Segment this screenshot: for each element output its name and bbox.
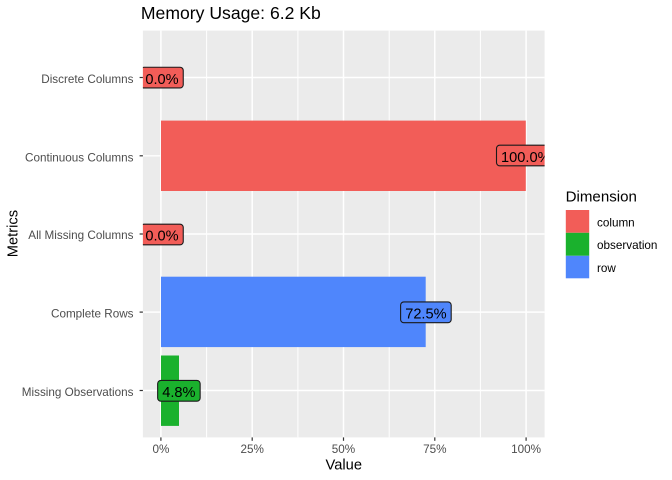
svg-text:100%: 100% [511, 443, 541, 456]
svg-text:column: column [597, 216, 635, 229]
svg-text:Value: Value [326, 458, 362, 474]
svg-text:observation: observation [597, 239, 657, 252]
svg-text:Continuous Columns: Continuous Columns [25, 151, 134, 164]
svg-text:0.0%: 0.0% [145, 229, 178, 245]
svg-text:72.5%: 72.5% [405, 307, 446, 323]
svg-text:All Missing Columns: All Missing Columns [28, 229, 133, 242]
svg-text:25%: 25% [240, 443, 263, 456]
svg-text:0.0%: 0.0% [145, 72, 178, 88]
svg-text:4.8%: 4.8% [162, 385, 195, 401]
svg-text:row: row [597, 262, 616, 275]
svg-text:Complete Rows: Complete Rows [51, 308, 134, 321]
svg-text:Dimension: Dimension [566, 188, 637, 205]
svg-text:0%: 0% [152, 443, 169, 456]
svg-text:Metrics: Metrics [6, 210, 22, 257]
svg-text:75%: 75% [423, 443, 446, 456]
svg-text:Memory Usage: 6.2 Kb: Memory Usage: 6.2 Kb [141, 3, 321, 23]
svg-text:Discrete Columns: Discrete Columns [41, 73, 133, 86]
svg-text:100.0%: 100.0% [501, 150, 551, 166]
svg-text:50%: 50% [332, 443, 355, 456]
svg-text:Missing Observations: Missing Observations [22, 386, 134, 399]
